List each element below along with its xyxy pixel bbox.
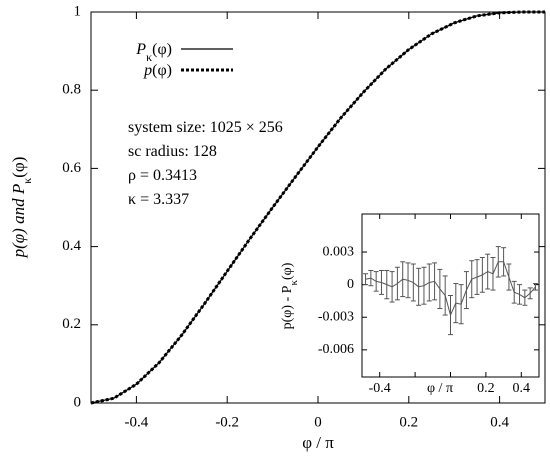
- annotation-kappa: κ = 3.337: [128, 191, 189, 208]
- inset-error-bar: [469, 260, 475, 299]
- main-y-tick-label: 1: [74, 3, 82, 19]
- inset-x-tick-label: 0.4: [513, 381, 531, 396]
- inset-error-bar: [453, 283, 459, 324]
- series-line-p: [90, 10, 545, 405]
- inset-error-bar: [426, 263, 432, 302]
- inset-y-tick-label: -0.006: [318, 342, 354, 357]
- y-title-part-4: (φ): [9, 157, 28, 178]
- inset-error-bar: [384, 270, 390, 300]
- inset-error-bar: [495, 246, 501, 278]
- inset-error-bar: [532, 283, 538, 291]
- inset-error-bar: [522, 289, 528, 306]
- inset-x-axis-title: φ / π: [427, 381, 453, 396]
- main-y-tick-label: 0.2: [62, 316, 81, 332]
- y-title-part-3: κ: [20, 178, 34, 184]
- inset-error-bar: [479, 256, 485, 293]
- inset-error-bar: [511, 280, 517, 304]
- inset-error-bar: [363, 273, 369, 286]
- main-y-tick-label: 0: [74, 394, 82, 410]
- inset-error-bar: [389, 271, 395, 303]
- inset-error-bar: [405, 262, 411, 299]
- main-x-tick-label: -0.4: [125, 414, 149, 430]
- main-x-tick-label: 0.4: [490, 414, 509, 430]
- inset-error-bar: [410, 263, 416, 302]
- main-x-ticks: -0.4 -0.2 0 0.2 0.4: [125, 12, 509, 430]
- inset-error-bar: [527, 287, 533, 300]
- inset-error-bar: [501, 247, 507, 277]
- inset-error-bar: [437, 268, 443, 310]
- annotation-rho: ρ = 0.3413: [128, 167, 197, 184]
- inset-y-tick-label: 0: [347, 277, 354, 292]
- inset-y-title-part-2: κ: [288, 280, 300, 286]
- inset-series: [363, 246, 538, 336]
- inset-error-bar: [394, 266, 400, 301]
- inset-x-ticks: -0.4 0.2 0.4: [369, 214, 530, 396]
- main-x-axis-title: φ / π: [302, 433, 334, 452]
- main-x-tick-label: 0.2: [399, 414, 418, 430]
- legend-1-rest: (φ): [152, 41, 172, 58]
- annotation-block: system size: 1025 × 256 sc radius: 128 ρ…: [128, 119, 283, 208]
- main-y-tick-label: 0.8: [62, 82, 81, 98]
- inset-error-bar: [448, 295, 453, 336]
- inset-error-bar: [416, 267, 422, 306]
- inset-x-tick-label: 0.2: [477, 381, 495, 396]
- inset-y-tick-label: 0.003: [323, 244, 355, 259]
- legend-2-main: p: [143, 62, 152, 79]
- inset-y-title-part-1: p(φ) - P: [280, 285, 295, 329]
- main-plot: -0.4 -0.2 0 0.2 0.4 00.20.40.60.81 φ / π p(φ…: [9, 3, 546, 452]
- inset-y-tick-label: -0.003: [318, 309, 354, 324]
- inset-error-bar: [373, 271, 379, 292]
- inset-error-bar: [400, 261, 406, 298]
- inset-error-bar: [485, 253, 491, 290]
- main-y-tick-label: 0.4: [62, 238, 81, 254]
- inset-error-bar: [378, 270, 384, 295]
- main-y-ticks: 0 0.2 0.4 0.6 0.8 1: [62, 3, 545, 410]
- main-y-tick-label: 0.6: [62, 160, 81, 176]
- y-title-part-2: P: [9, 184, 28, 195]
- y-title-part-1: p(φ) and: [9, 194, 28, 258]
- inset-error-bar: [421, 266, 427, 305]
- legend: Pκ(φ) p(φ): [135, 41, 233, 79]
- main-x-tick-label: -0.2: [215, 414, 239, 430]
- inset-y-title-part-3: (φ): [280, 262, 295, 280]
- inset-error-bar: [463, 271, 469, 310]
- inset-error-bar: [458, 284, 464, 325]
- inset-error-bar: [474, 259, 480, 295]
- inset-error-bar: [442, 275, 448, 316]
- legend-1-main: P: [135, 41, 146, 58]
- legend-2-rest: (φ): [152, 62, 172, 79]
- inset-plot: -0.4 0.2 0.4 0.003 0 -0.003 -0.006 φ / π p(φ)…: [280, 213, 540, 396]
- inset-x-tick-label: -0.4: [369, 381, 391, 396]
- inset-error-bar: [506, 263, 512, 291]
- legend-1-sub: κ: [146, 50, 152, 64]
- inset-error-bar: [490, 256, 496, 291]
- inset-error-bar: [368, 270, 374, 287]
- inset-error-bar: [432, 262, 438, 301]
- legend-label-p-kappa: Pκ(φ): [135, 41, 172, 64]
- legend-label-p: p(φ): [143, 62, 172, 79]
- inset-y-axis-title: p(φ) - Pκ(φ): [280, 262, 300, 329]
- main-series: [90, 10, 545, 405]
- main-x-tick-label: 0: [314, 414, 322, 430]
- main-y-axis-title: p(φ) and Pκ(φ): [9, 157, 34, 259]
- inset-y-ticks: 0.003 0 -0.003 -0.006: [318, 244, 539, 357]
- inset-error-bar: [517, 284, 523, 305]
- annotation-sc-radius: sc radius: 128: [128, 143, 217, 160]
- annotation-system-size: system size: 1025 × 256: [128, 119, 283, 136]
